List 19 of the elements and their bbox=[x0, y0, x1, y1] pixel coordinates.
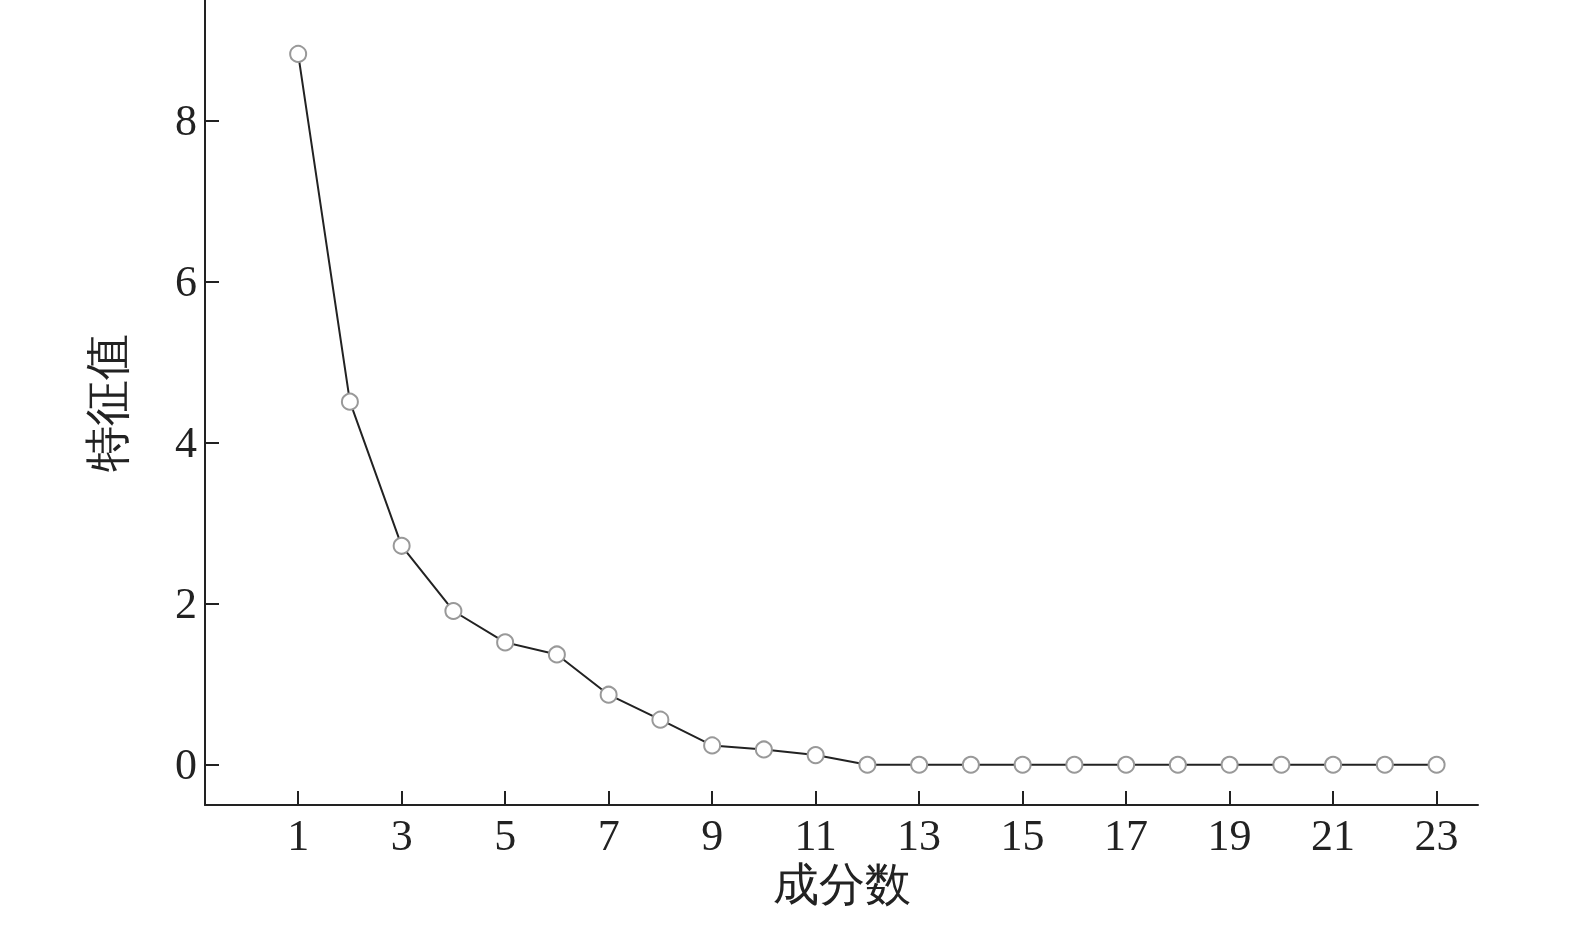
x-tick-label: 15 bbox=[1000, 810, 1045, 860]
y-tick-label: 6 bbox=[175, 257, 197, 307]
x-tick-label: 13 bbox=[897, 810, 942, 860]
x-tick-label: 23 bbox=[1414, 810, 1459, 860]
x-tick-label: 5 bbox=[494, 810, 517, 860]
x-tick-label: 3 bbox=[390, 810, 413, 860]
y-tick-label: 0 bbox=[175, 740, 197, 790]
y-tick-label: 4 bbox=[175, 418, 197, 468]
x-tick-label: 21 bbox=[1311, 810, 1356, 860]
x-tick-label: 1 bbox=[287, 810, 310, 860]
x-tick-label: 17 bbox=[1104, 810, 1149, 860]
x-tick-label: 9 bbox=[701, 810, 724, 860]
y-tick-label: 8 bbox=[175, 96, 197, 146]
y-axis-title: 特征值 bbox=[81, 333, 133, 472]
y-tick-label: 2 bbox=[175, 579, 197, 629]
x-tick-label: 19 bbox=[1207, 810, 1252, 860]
x-tick-label: 7 bbox=[597, 810, 620, 860]
x-axis-title: 成分数 bbox=[772, 859, 911, 911]
x-tick-label: 11 bbox=[794, 810, 837, 860]
